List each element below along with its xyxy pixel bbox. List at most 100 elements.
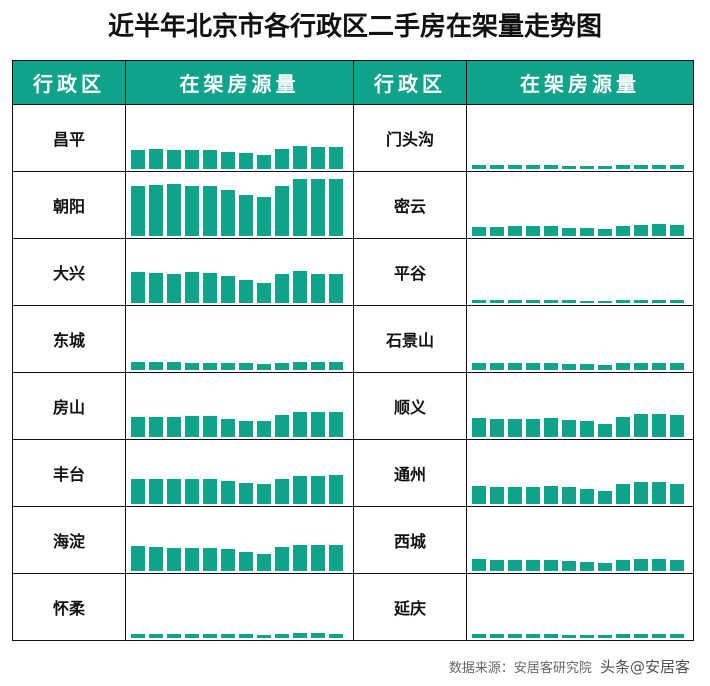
watermark: 头条@安居客 [599,658,690,676]
bar [634,414,648,437]
bar [311,633,325,638]
bar [221,363,235,370]
bar [185,479,199,504]
bar [634,559,648,571]
table-row: 朝阳 密云 [12,171,694,239]
bar [257,421,271,437]
bar [293,633,307,638]
bar [598,365,612,370]
bar [598,301,612,303]
bar [652,634,666,638]
bar [275,186,289,236]
bar [239,552,253,571]
bar [293,146,307,169]
bar [239,280,253,303]
bar [257,554,271,571]
bar [544,560,558,571]
bar [257,155,271,169]
bar [167,634,181,638]
listings-sparkline [125,305,354,373]
bar [311,147,325,169]
bar [526,165,540,169]
bar [526,487,540,504]
listings-sparkline [125,439,354,507]
district-name: 西城 [353,506,467,574]
listings-sparkline [125,573,354,641]
bar [580,301,594,303]
bar [490,227,504,236]
table-row: 东城 石景山 [12,305,694,373]
bar [670,300,684,303]
bar [221,481,235,504]
bar [508,165,522,169]
bar [490,560,504,571]
bar [562,487,576,504]
bar [311,545,325,571]
bar [508,300,522,303]
bar [670,165,684,169]
bar [508,634,522,638]
district-name: 石景山 [353,305,467,373]
bar [293,179,307,236]
chart-title: 近半年北京市各行政区二手房在架量走势图 [107,12,602,42]
bar [203,273,217,303]
table-row: 大兴 平谷 [12,238,694,306]
bar [544,300,558,303]
table-header-row: 行政区 在架房源量 行政区 在架房源量 [12,60,694,105]
bar [329,362,343,370]
bar [149,185,163,236]
table-row: 昌平 门头沟 [12,104,694,172]
bar [526,560,540,571]
table-row: 房山 顺义 [12,372,694,440]
bar [508,560,522,571]
bar [670,415,684,437]
bar [167,150,181,169]
bar [203,363,217,370]
bar [508,487,522,504]
bar [293,412,307,437]
bar [131,186,145,236]
bar [167,548,181,571]
bar [185,548,199,571]
bar [293,271,307,303]
bar [670,634,684,638]
bar [203,479,217,504]
listings-sparkline [466,104,694,172]
bar [580,421,594,437]
table-row: 丰台 通州 [12,439,694,507]
bar [329,179,343,236]
bar [508,419,522,437]
table-row: 怀柔 延庆 [12,573,694,641]
bar [670,225,684,236]
bar [526,634,540,638]
listings-sparkline [466,573,694,641]
bar [311,362,325,370]
bar [526,363,540,370]
table-row: 海淀 西城 [12,506,694,574]
bar [167,274,181,303]
listings-sparkline [466,372,694,440]
bar [329,274,343,303]
bar [544,226,558,236]
district-name: 顺义 [353,372,467,440]
bar [490,363,504,370]
header-district-left: 行政区 [12,60,126,105]
bar [221,152,235,169]
bar [598,229,612,236]
footer: 数据来源：安居客研究院 头条@安居客 [449,656,690,677]
district-name: 大兴 [12,238,126,306]
bar [508,363,522,370]
bar [239,421,253,437]
bar [167,479,181,504]
bar [562,364,576,370]
bar [634,634,648,638]
bar [652,559,666,571]
data-source: 数据来源：安居客研究院 [448,661,592,676]
bar [185,416,199,437]
bar [472,300,486,303]
bar [185,363,199,370]
header-listings-right: 在架房源量 [466,60,694,105]
bar [616,165,630,169]
listings-sparkline [466,439,694,507]
bar [634,225,648,236]
